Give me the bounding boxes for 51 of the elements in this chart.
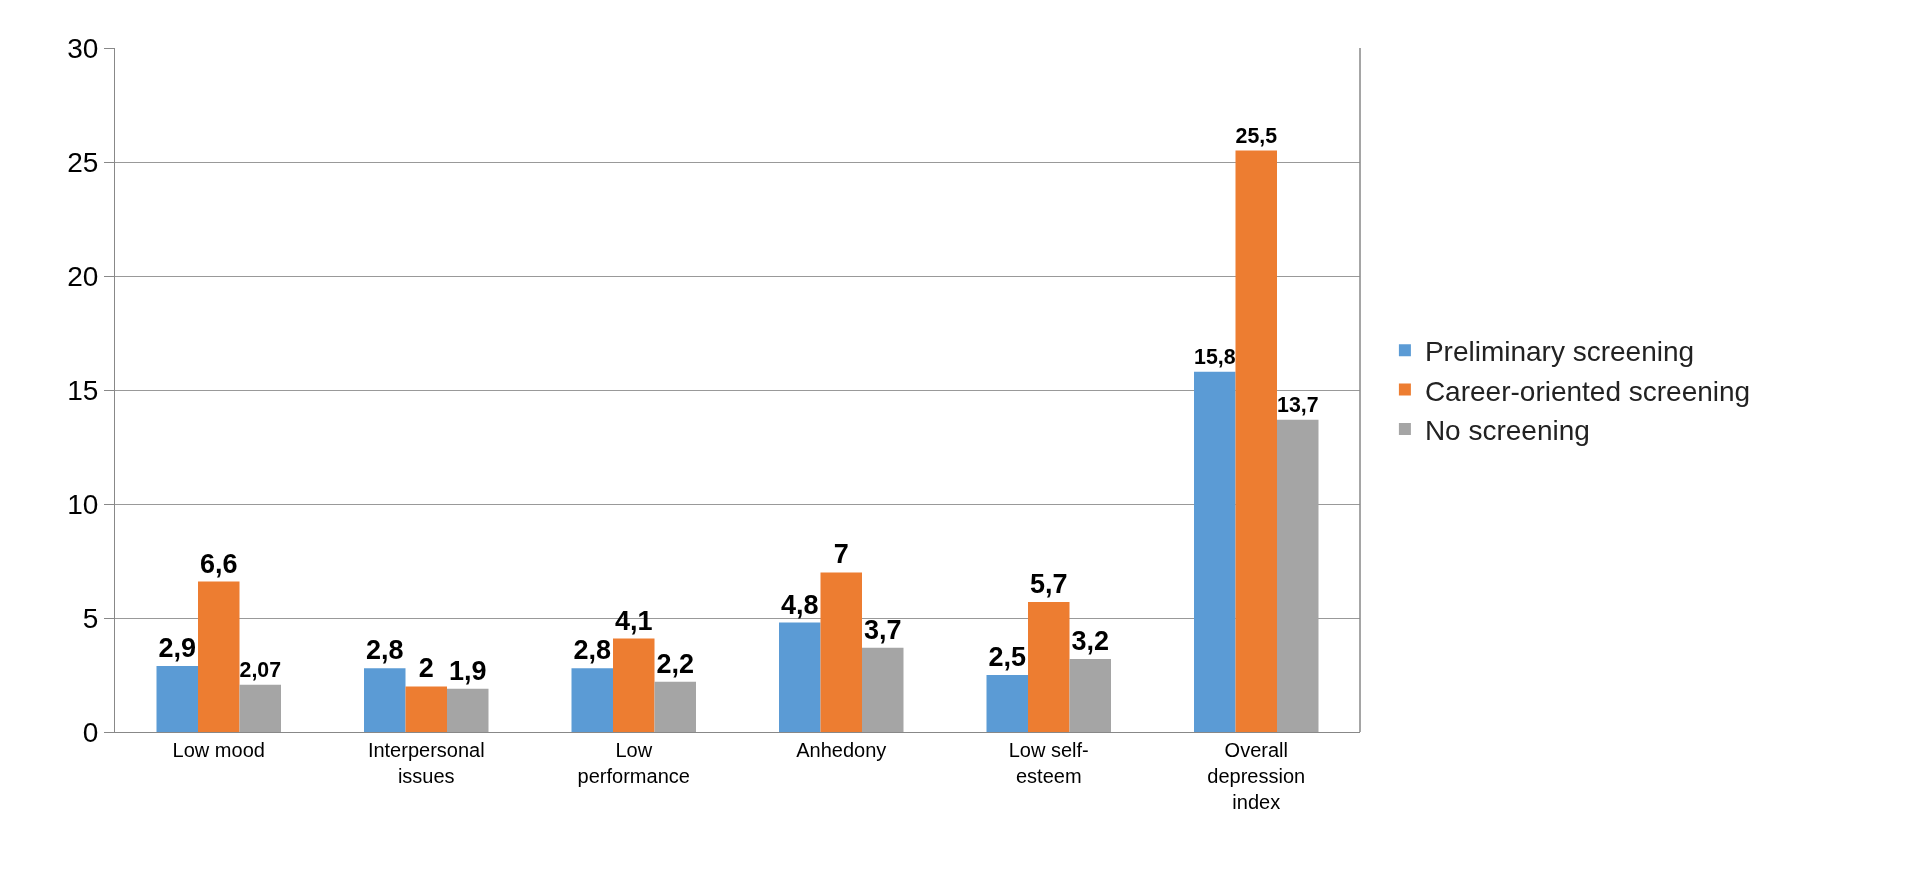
bar	[447, 688, 489, 732]
data-label: 1,9	[448, 655, 487, 686]
x-tick-label: Low mood	[172, 739, 265, 761]
bar	[405, 686, 447, 732]
data-label: 4,8	[780, 589, 819, 620]
data-label: 6,6	[199, 548, 238, 579]
y-tick-label: 15	[67, 374, 99, 406]
data-label: 2,8	[365, 635, 404, 666]
bar	[1069, 659, 1111, 732]
bar	[1235, 150, 1277, 732]
bar	[1028, 602, 1070, 732]
bar	[364, 668, 406, 732]
data-label: 25,5	[1235, 123, 1278, 148]
legend-label: Career-oriented screening	[1424, 375, 1751, 407]
bar	[986, 675, 1028, 732]
data-label: 13,7	[1277, 392, 1319, 417]
y-tick-label: 30	[67, 32, 99, 64]
bar	[654, 681, 696, 732]
data-label: 15,8	[1194, 345, 1236, 370]
data-label: 2,2	[656, 648, 695, 679]
bar	[1194, 371, 1236, 732]
data-label: 3,2	[1071, 626, 1110, 657]
bar	[613, 638, 655, 732]
data-label: 2,5	[988, 642, 1027, 672]
bar	[198, 581, 240, 732]
x-tick-label: Anhedony	[796, 739, 887, 761]
y-tick-label: 5	[82, 602, 99, 634]
bar	[862, 647, 904, 732]
bar	[239, 684, 281, 732]
bar	[571, 668, 613, 732]
x-tick-label: Low performance	[577, 739, 690, 787]
data-label: 7	[833, 539, 849, 570]
bar	[779, 622, 821, 732]
data-label: 3,7	[863, 614, 902, 645]
data-label: 2,9	[158, 632, 197, 663]
x-tick-label: Low self-esteem	[1008, 739, 1089, 787]
y-tick-label: 25	[67, 146, 99, 178]
x-tick-label: Interpersonal issues	[367, 739, 485, 787]
y-tick-label: 0	[82, 716, 99, 748]
x-tick-label: Overall depression index	[1207, 739, 1306, 813]
bar	[156, 665, 198, 732]
data-label: 2	[418, 653, 434, 684]
data-label: 4,1	[614, 605, 653, 636]
data-label: 2,07	[239, 658, 281, 683]
legend-label: No screening	[1424, 414, 1590, 446]
legend-label: Preliminary screening	[1424, 336, 1695, 368]
data-label: 2,8	[573, 635, 612, 666]
bar	[820, 572, 862, 732]
y-tick-label: 20	[67, 260, 99, 292]
data-label: 5,7	[1029, 569, 1068, 600]
y-tick-label: 10	[67, 488, 99, 520]
